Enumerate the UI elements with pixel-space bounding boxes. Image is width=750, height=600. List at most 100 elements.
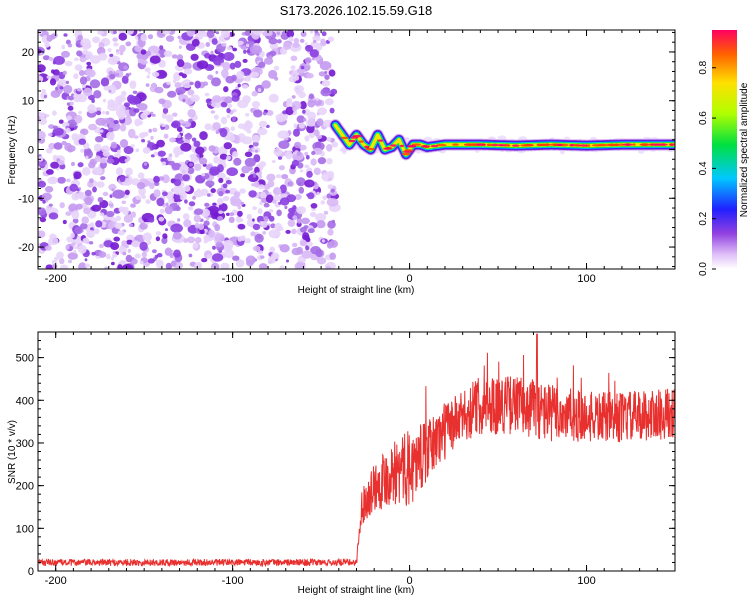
noise-blob	[164, 247, 173, 256]
noise-blob	[119, 123, 127, 132]
noise-blob	[329, 239, 339, 248]
noise-blob	[111, 261, 115, 266]
noise-blob	[66, 178, 71, 183]
noise-blob	[308, 93, 315, 100]
noise-blob	[298, 122, 305, 129]
noise-blob	[134, 253, 141, 259]
noise-blob	[69, 101, 74, 106]
noise-blob	[204, 123, 212, 131]
noise-blob	[261, 80, 271, 89]
noise-blob	[211, 266, 217, 269]
noise-blob	[52, 60, 57, 65]
noise-blob	[208, 229, 216, 238]
noise-blob	[107, 56, 119, 65]
noise-blob	[296, 151, 302, 156]
noise-blob	[188, 253, 193, 258]
noise-blob	[291, 100, 302, 110]
noise-blob	[220, 30, 231, 38]
figure-title: S173.2026.102.15.59.G18	[280, 3, 433, 18]
noise-blob	[171, 54, 178, 59]
snr-panel: -200 -100 0 100 0 100 200 300 400 500 Height of …	[7, 331, 676, 596]
noise-blob	[52, 125, 58, 130]
noise-blob	[229, 134, 235, 142]
noise-blob	[128, 72, 132, 76]
noise-blob	[125, 167, 133, 176]
noise-blob	[73, 93, 78, 100]
noise-blob	[110, 242, 120, 251]
noise-blob	[86, 229, 95, 239]
noise-blob	[106, 131, 115, 141]
noise-blob	[109, 53, 114, 58]
noise-blob	[177, 134, 181, 139]
noise-blob	[115, 49, 120, 53]
noise-blob	[266, 173, 276, 182]
noise-blob	[254, 166, 260, 174]
signal-peak-spot	[569, 144, 574, 147]
noise-blob	[217, 216, 224, 221]
noise-blob	[95, 220, 103, 228]
noise-blob	[81, 216, 89, 224]
noise-blob	[165, 35, 175, 42]
noise-blob	[173, 249, 181, 258]
noise-blob	[45, 264, 54, 269]
noise-blob	[62, 219, 67, 225]
noise-blob	[188, 163, 194, 167]
noise-blob	[306, 45, 311, 49]
noise-blob	[314, 213, 327, 222]
noise-blob	[107, 99, 115, 107]
noise-blob	[117, 230, 125, 236]
noise-blob	[246, 43, 250, 48]
noise-blob	[295, 88, 301, 95]
noise-blob	[98, 41, 105, 49]
noise-blob	[176, 59, 185, 68]
noise-blob	[176, 201, 181, 206]
noise-blob	[275, 174, 282, 179]
noise-blob	[281, 174, 289, 180]
snr-y-ticks: 0 100 200 300 400 500	[16, 331, 675, 578]
noise-blob	[57, 176, 66, 184]
noise-blob	[70, 232, 75, 239]
noise-blob	[63, 33, 68, 37]
noise-blob	[249, 45, 263, 55]
colorbar-label: Normalized spectral amplitude	[739, 82, 750, 217]
noise-blob	[94, 155, 102, 163]
noise-blob	[268, 37, 278, 45]
noise-blob	[237, 223, 246, 230]
noise-blob	[313, 130, 320, 136]
noise-blob	[210, 110, 216, 114]
noise-blob	[307, 241, 313, 247]
y-tick-label: 400	[16, 395, 34, 407]
noise-blob	[112, 253, 118, 258]
noise-blob	[108, 89, 112, 93]
noise-blob	[317, 107, 328, 116]
noise-blob	[209, 166, 221, 176]
noise-blob	[317, 157, 327, 165]
noise-blob	[179, 165, 189, 174]
noise-blob	[180, 187, 187, 192]
noise-blob	[168, 153, 173, 158]
noise-blob	[85, 263, 91, 268]
noise-blob	[305, 119, 317, 127]
noise-blob	[68, 203, 78, 213]
noise-blob	[192, 242, 199, 249]
noise-blob	[139, 260, 144, 265]
noise-blob	[110, 141, 118, 149]
noise-blob	[48, 124, 55, 129]
noise-blob	[207, 205, 220, 216]
noise-blob	[45, 148, 53, 154]
noise-blob	[268, 215, 275, 222]
noise-blob	[145, 50, 152, 57]
noise-blob	[101, 39, 106, 43]
noise-blob	[268, 93, 279, 103]
noise-blob	[246, 213, 252, 220]
noise-blob	[133, 135, 139, 139]
noise-blob	[215, 31, 220, 35]
signal-peak-spot	[639, 143, 650, 146]
colorbar-tick-label: 0.8	[698, 60, 709, 74]
noise-blob	[321, 172, 334, 182]
signal-peak-spot	[476, 143, 486, 146]
noise-blob	[161, 174, 170, 184]
noise-blob	[107, 84, 117, 95]
snr-frame	[37, 331, 676, 572]
noise-blob	[158, 48, 167, 58]
